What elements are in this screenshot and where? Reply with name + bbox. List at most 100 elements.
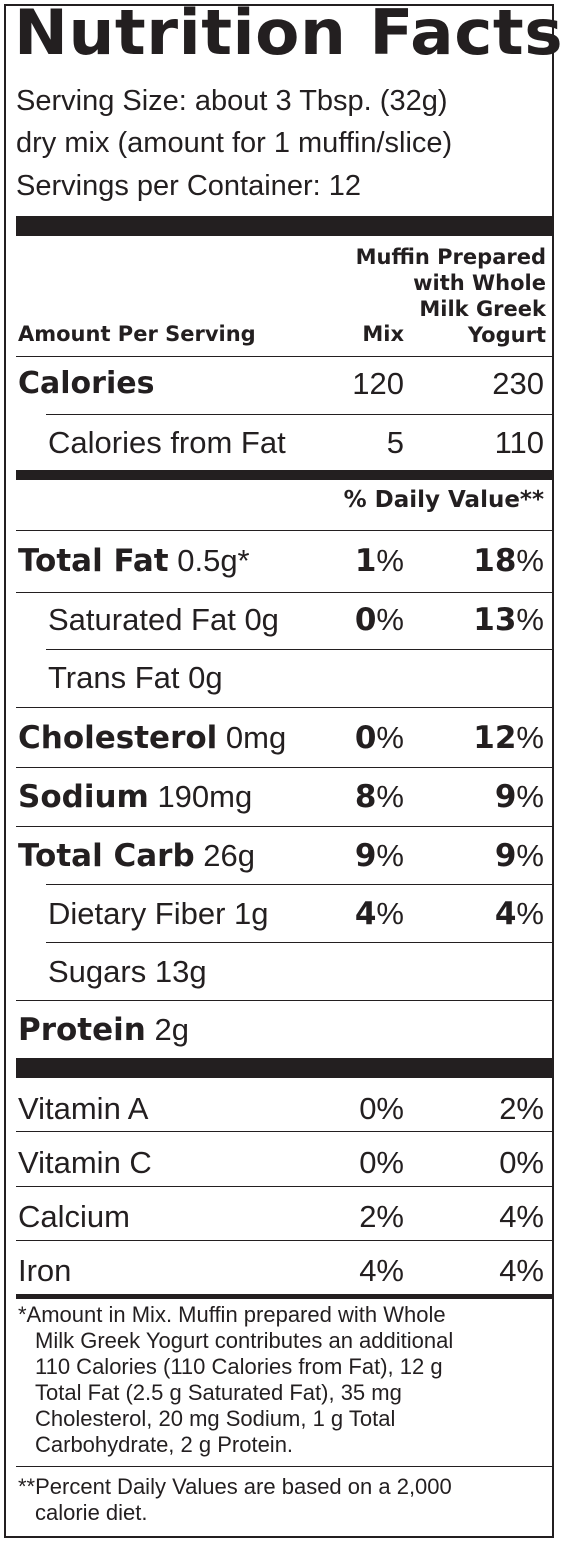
- iron-mix: 4%: [359, 1253, 404, 1288]
- total-fat-row: Total Fat 0.5g*: [18, 543, 250, 579]
- prepared-header-line4: Yogurt: [467, 323, 546, 347]
- calories-from-fat-label: Calories from Fat: [48, 425, 286, 460]
- divider: [16, 1240, 554, 1241]
- footnote-daily-values: **Percent Daily Values are based on a 2,…: [18, 1474, 452, 1526]
- percent-sign: %: [376, 896, 404, 931]
- percent-sign: %: [516, 602, 544, 637]
- dietary-fiber-prepared-value: 4: [494, 896, 517, 932]
- saturated-fat-prepared-dv: 13%: [473, 602, 544, 638]
- divider: [16, 707, 554, 708]
- dietary-fiber-mix-value: 4: [354, 896, 377, 932]
- amount-per-serving: Amount Per Serving: [18, 322, 256, 346]
- trans-fat-label: Trans Fat 0g: [48, 660, 223, 695]
- divider-footnotes: [16, 1294, 554, 1299]
- saturated-fat-prepared-value: 13: [473, 602, 517, 638]
- vitamin-a-label: Vitamin A: [18, 1091, 149, 1126]
- vitamin-a-mix: 0%: [359, 1091, 404, 1126]
- cholesterol-row: Cholesterol 0mg: [18, 720, 286, 756]
- percent-sign: %: [376, 779, 404, 814]
- divider: [16, 1000, 554, 1001]
- total-carb-prepared-value: 9: [494, 838, 517, 874]
- divider: [16, 1186, 554, 1187]
- total-carb-name: Total Carb: [18, 838, 195, 874]
- dietary-fiber-prepared-dv: 4%: [495, 896, 544, 932]
- percent-sign: %: [376, 720, 404, 755]
- cholesterol-prepared-dv: 12%: [473, 720, 544, 756]
- vitamin-c-prepared: 0%: [499, 1145, 544, 1180]
- serving-size-line2: dry mix (amount for 1 muffin/slice): [16, 127, 453, 159]
- sodium-name: Sodium: [18, 779, 149, 815]
- footnote-line: calorie diet.: [35, 1500, 148, 1525]
- sodium-row: Sodium 190mg: [18, 779, 252, 815]
- mix-column-header: Mix: [362, 322, 404, 346]
- total-fat-prepared-dv: 18%: [473, 543, 544, 579]
- percent-sign: %: [376, 602, 404, 637]
- divider: [16, 356, 554, 357]
- saturated-fat-mix-dv: 0%: [355, 602, 404, 638]
- calories-prepared: 230: [492, 366, 544, 401]
- footnote-line: Milk Greek Yogurt contributes an additio…: [35, 1328, 454, 1353]
- calcium-prepared: 4%: [499, 1199, 544, 1234]
- servings-per-container: Servings per Container: 12: [16, 170, 361, 202]
- sodium-amount: 190mg: [157, 779, 253, 814]
- divider: [46, 942, 554, 943]
- total-fat-prepared-value: 18: [473, 543, 517, 579]
- divider: [46, 884, 554, 885]
- divider: [16, 592, 554, 593]
- percent-sign: %: [376, 838, 404, 873]
- sodium-mix-value: 8: [354, 779, 377, 815]
- divider: [16, 1466, 554, 1467]
- cholesterol-mix-value: 0: [354, 720, 377, 756]
- saturated-fat-label: Saturated Fat 0g: [48, 602, 279, 637]
- percent-sign: %: [516, 838, 544, 873]
- nutrition-label: Nutrition Facts Serving Size: about 3 Tb…: [4, 0, 562, 1538]
- total-fat-mix-dv: 1%: [355, 543, 404, 579]
- total-fat-amount: 0.5g*: [177, 543, 250, 578]
- sodium-prepared-dv: 9%: [495, 779, 544, 815]
- footnote-line: Cholesterol, 20 mg Sodium, 1 g Total: [35, 1406, 396, 1431]
- footnote-line: Carbohydrate, 2 g Protein.: [35, 1432, 294, 1457]
- divider: [16, 1131, 554, 1132]
- cholesterol-prepared-value: 12: [473, 720, 517, 756]
- total-carb-mix-dv: 9%: [355, 838, 404, 874]
- calcium-mix: 2%: [359, 1199, 404, 1234]
- vitamin-c-label: Vitamin C: [18, 1145, 152, 1180]
- total-carb-row: Total Carb 26g: [18, 838, 255, 874]
- footnote-line: 110 Calories (110 Calories from Fat), 12…: [35, 1354, 443, 1379]
- divider: [16, 530, 554, 531]
- sodium-mix-dv: 8%: [355, 779, 404, 815]
- footnote-line: *Amount in Mix. Muffin prepared with Who…: [18, 1302, 446, 1327]
- calcium-label: Calcium: [18, 1199, 130, 1234]
- saturated-fat-mix-value: 0: [354, 602, 377, 638]
- total-carb-mix-value: 9: [354, 838, 377, 874]
- sodium-prepared-value: 9: [494, 779, 517, 815]
- prepared-header-line1: Muffin Prepared: [355, 245, 546, 269]
- divider: [46, 649, 554, 650]
- iron-label: Iron: [18, 1253, 72, 1288]
- divider: [46, 414, 554, 415]
- serving-size-line1: Serving Size: about 3 Tbsp. (32g): [16, 85, 448, 117]
- prepared-header-line3: Milk Greek: [419, 297, 546, 321]
- vitamin-c-mix: 0%: [359, 1145, 404, 1180]
- percent-sign: %: [516, 779, 544, 814]
- dietary-fiber-label: Dietary Fiber 1g: [48, 896, 269, 931]
- footnote-amount-in-mix: *Amount in Mix. Muffin prepared with Who…: [18, 1302, 453, 1458]
- protein-row: Protein 2g: [18, 1012, 189, 1048]
- total-carb-amount: 26g: [203, 838, 255, 873]
- calories-from-fat-mix: 5: [386, 425, 404, 460]
- sugars-label: Sugars 13g: [48, 954, 207, 989]
- divider: [16, 767, 554, 768]
- prepared-header-line2: with Whole: [413, 271, 546, 295]
- daily-value-header: % Daily Value**: [343, 487, 544, 513]
- percent-sign: %: [516, 543, 544, 578]
- total-fat-mix-value: 1: [354, 543, 377, 579]
- footnote-line: **Percent Daily Values are based on a 2,…: [18, 1474, 452, 1499]
- prepared-column-header: Muffin Prepared with Whole Milk Greek Yo…: [356, 244, 546, 348]
- calories-mix: 120: [352, 366, 404, 401]
- medium-divider: [16, 470, 554, 480]
- calories-label: Calories: [18, 366, 155, 401]
- protein-name: Protein: [18, 1012, 146, 1048]
- percent-sign: %: [516, 720, 544, 755]
- footnote-line: Total Fat (2.5 g Saturated Fat), 35 mg: [35, 1380, 402, 1405]
- percent-sign: %: [376, 543, 404, 578]
